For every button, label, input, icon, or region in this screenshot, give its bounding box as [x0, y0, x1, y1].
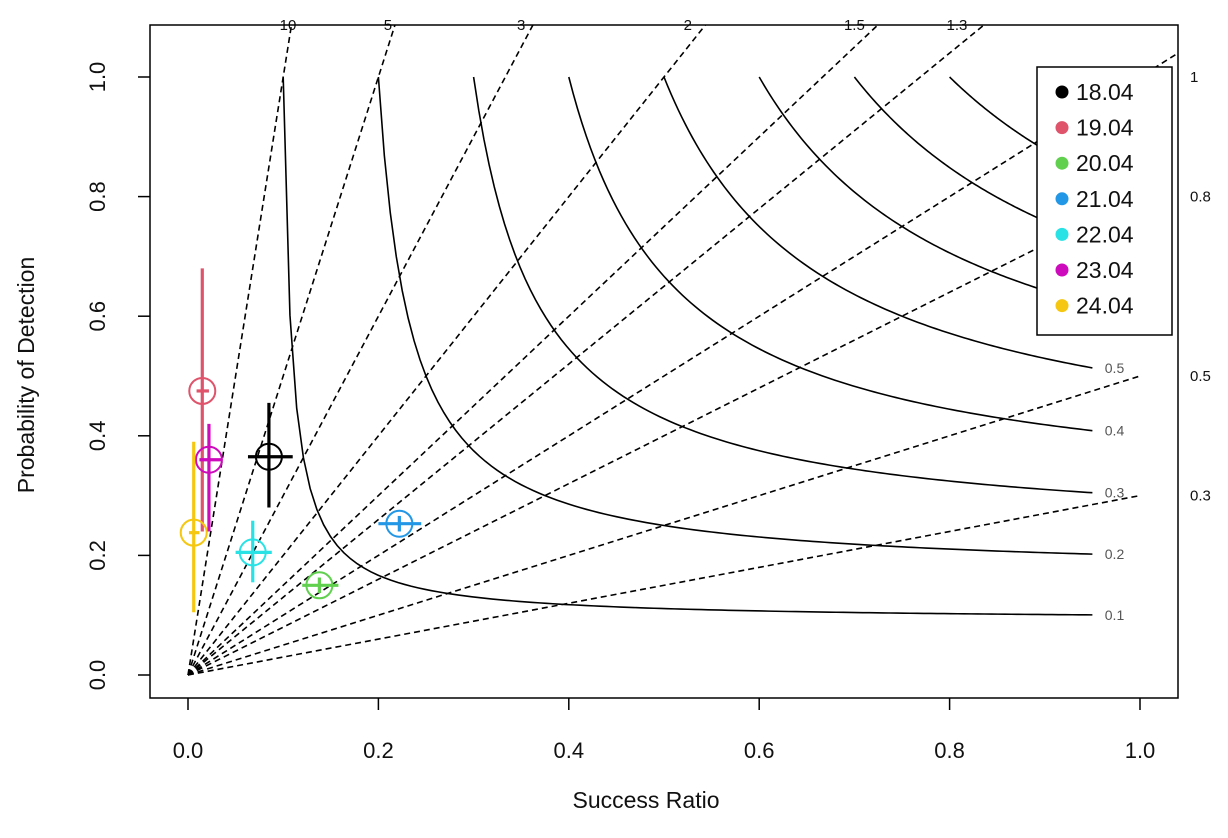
bias-line — [187, 375, 1141, 676]
csi-curve — [282, 76, 1093, 616]
csi-label: 0.1 — [1105, 607, 1125, 623]
data-point — [385, 509, 414, 538]
bias-label-right: 0.5 — [1190, 368, 1211, 385]
csi-label: 0.3 — [1105, 485, 1125, 501]
bias-label-right: 1 — [1190, 69, 1198, 86]
y-axis-title: Probability of Detection — [13, 257, 39, 494]
y-tick-label: 1.0 — [85, 62, 110, 93]
legend-label: 18.04 — [1076, 79, 1134, 105]
x-tick-label: 0.6 — [744, 738, 775, 763]
data-point — [305, 571, 334, 600]
x-tick-label: 0.2 — [363, 738, 394, 763]
x-tick-label: 1.0 — [1125, 738, 1156, 763]
data-point — [188, 376, 217, 405]
bias-label-right: 0.3 — [1190, 488, 1211, 505]
legend-marker — [1055, 121, 1069, 135]
y-tick-label: 0.0 — [85, 660, 110, 691]
csi-curve — [377, 76, 1093, 555]
x-tick-label: 0.4 — [554, 738, 585, 763]
legend-label: 22.04 — [1076, 221, 1134, 247]
y-tick-label: 0.8 — [85, 181, 110, 212]
legend-label: 21.04 — [1076, 186, 1134, 212]
legend-label: 20.04 — [1076, 150, 1134, 176]
bias-line — [187, 25, 879, 676]
y-tick-label: 0.4 — [85, 421, 110, 452]
legend-marker — [1055, 192, 1069, 206]
legend-label: 24.04 — [1076, 293, 1134, 319]
legend-marker — [1055, 299, 1069, 313]
x-tick-label: 0.8 — [934, 738, 965, 763]
data-point — [179, 518, 208, 547]
legend-marker — [1055, 156, 1069, 170]
csi-label: 0.5 — [1105, 360, 1125, 376]
y-tick-label: 0.6 — [85, 301, 110, 332]
legend-marker — [1055, 85, 1069, 99]
csi-curve — [568, 76, 1093, 432]
data-point — [194, 445, 223, 474]
csi-curve — [472, 76, 1093, 494]
legend-marker — [1055, 227, 1069, 241]
csi-curve — [663, 76, 1093, 369]
bias-line — [187, 195, 1141, 676]
bias-line — [187, 25, 396, 676]
legend-marker — [1055, 263, 1069, 277]
bias-line — [187, 494, 1141, 676]
x-axis-title: Success Ratio — [572, 787, 719, 813]
y-tick-label: 0.2 — [85, 540, 110, 571]
bias-line — [187, 25, 534, 676]
bias-line — [187, 25, 707, 676]
csi-label: 0.2 — [1105, 546, 1125, 562]
legend-label: 23.04 — [1076, 257, 1134, 283]
x-tick-label: 0.0 — [173, 738, 204, 763]
plot-frame — [149, 24, 1179, 699]
data-point — [238, 538, 267, 567]
legend-label: 19.04 — [1076, 115, 1134, 141]
bias-line — [187, 25, 985, 676]
csi-label: 0.4 — [1105, 423, 1125, 439]
bias-label-right: 0.8 — [1190, 189, 1211, 206]
data-point — [254, 442, 283, 471]
